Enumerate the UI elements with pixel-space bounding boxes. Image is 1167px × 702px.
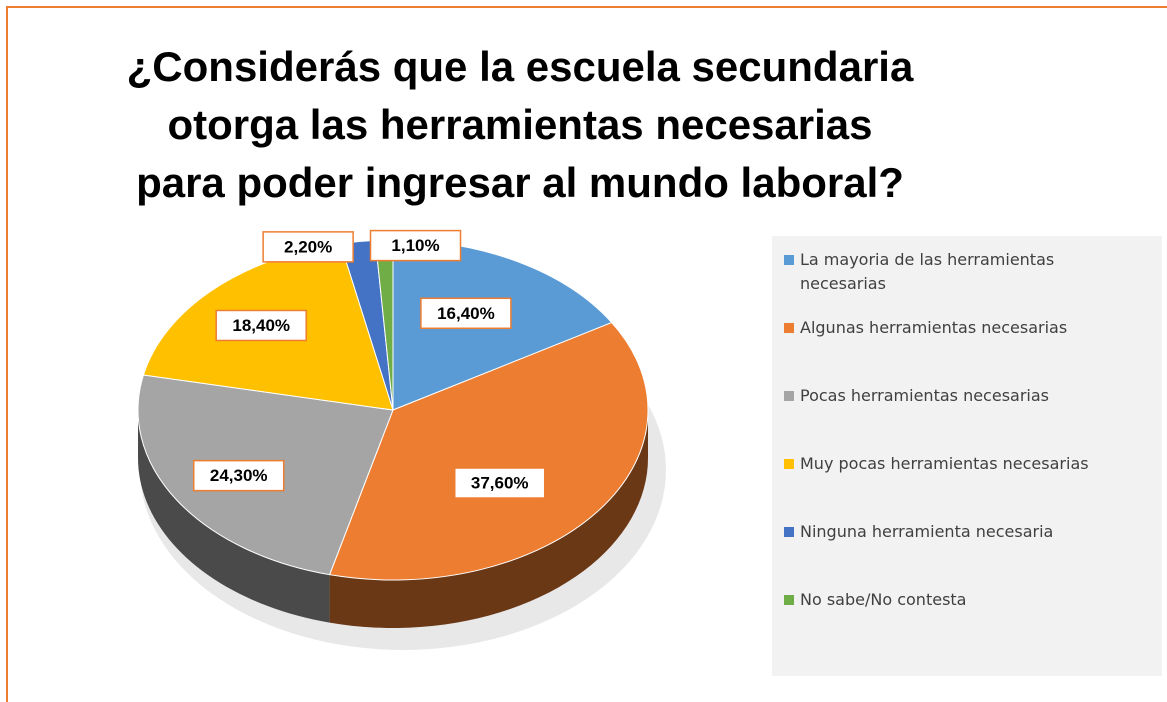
legend-item: Pocas herramientas necesarias: [782, 384, 1167, 408]
legend-label: La mayoria de las herramientas necesaria…: [800, 250, 1055, 293]
legend-item: No sabe/No contesta: [782, 588, 1167, 612]
legend-swatch: [784, 459, 794, 469]
data-label-box: [369, 229, 462, 262]
data-label-box: [262, 231, 354, 263]
legend-label: Algunas herramientas necesarias: [800, 318, 1068, 337]
legend-item: Ninguna herramienta necesaria: [782, 520, 1167, 544]
legend-label: Pocas herramientas necesarias: [800, 386, 1049, 405]
pie-side: [329, 410, 648, 628]
data-label: 18,40%: [232, 316, 290, 335]
chart-frame: [6, 6, 1167, 702]
chart-title: ¿Considerás que la escuela secundaria ot…: [126, 43, 914, 206]
legend-swatch: [784, 255, 794, 265]
data-label: 1,10%: [391, 236, 439, 255]
legend-item: La mayoria de las herramientas necesaria…: [782, 248, 1100, 296]
data-label-box: [215, 309, 307, 342]
legend: La mayoria de las herramientas necesaria…: [772, 236, 1162, 676]
pie-side: [138, 410, 330, 623]
data-label: 37,60%: [471, 474, 529, 493]
data-label-box: [420, 297, 512, 330]
data-label: 2,20%: [284, 237, 332, 256]
legend-item: Muy pocas herramientas necesarias: [782, 452, 1167, 476]
data-label: 24,30%: [210, 466, 268, 485]
legend-swatch: [784, 595, 794, 605]
legend-label: No sabe/No contesta: [800, 590, 967, 609]
legend-label: Ninguna herramienta necesaria: [800, 522, 1054, 541]
legend-swatch: [784, 323, 794, 333]
legend-swatch: [784, 527, 794, 537]
legend-swatch: [784, 391, 794, 401]
legend-item: Algunas herramientas necesarias: [782, 316, 1167, 340]
data-label: 16,40%: [437, 304, 495, 323]
pie-slice: [328, 321, 649, 581]
legend-label: Muy pocas herramientas necesarias: [800, 454, 1089, 473]
data-label-box: [453, 467, 546, 499]
data-label-box: [192, 459, 285, 492]
